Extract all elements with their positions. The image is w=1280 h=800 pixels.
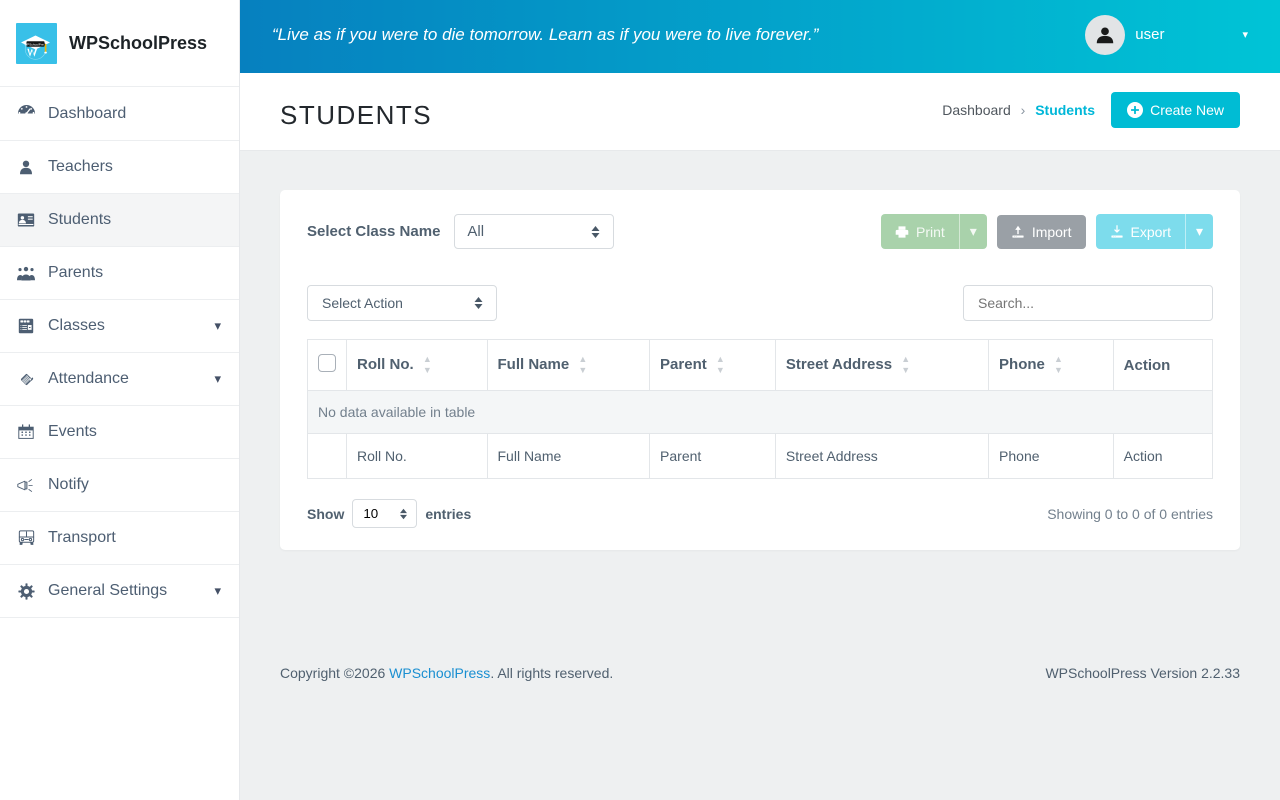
svg-text:WPSchoolPress: WPSchoolPress (24, 42, 47, 46)
